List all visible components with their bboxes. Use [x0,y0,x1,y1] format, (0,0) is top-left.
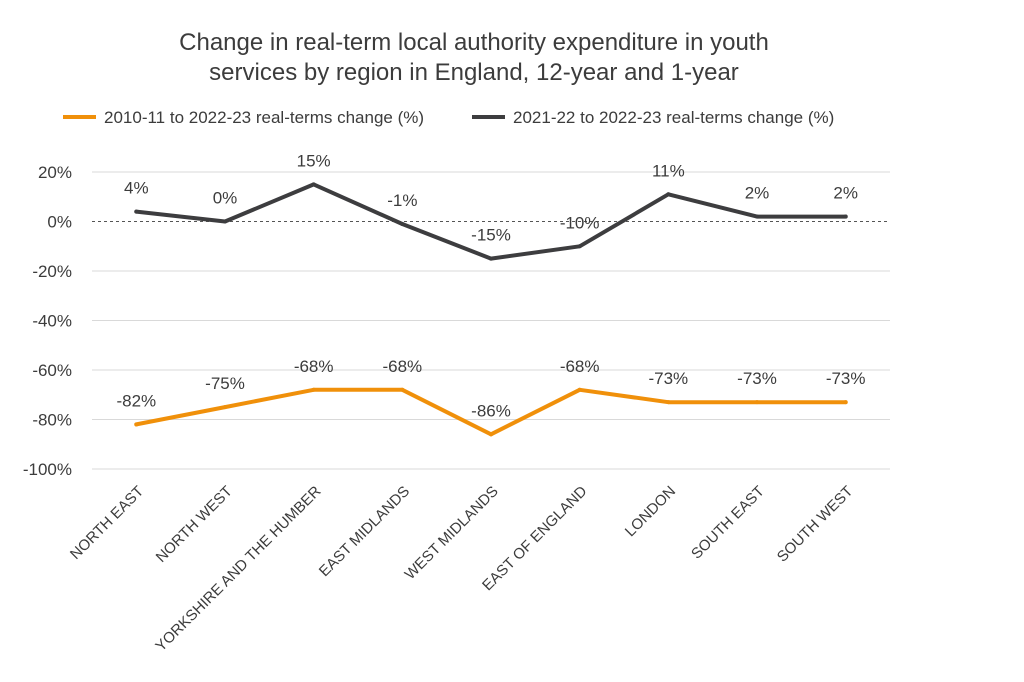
chart-title-line-2: services by region in England, 12-year a… [209,59,739,86]
y-axis: 20% 0% -20% -40% -60% -80% -100% [23,163,72,479]
data-label: -73% [648,369,688,388]
x-tick-label: EAST MIDLANDS [316,483,413,580]
data-label: 15% [297,151,331,170]
data-point [843,214,848,219]
data-point [489,432,493,437]
x-tick-label: NORTH WEST [153,483,236,566]
data-point [223,405,227,410]
data-point [577,387,582,392]
y-tick-label: -20% [32,262,72,281]
data-label: -73% [826,369,866,388]
data-label: -73% [737,369,777,388]
x-tick-label: WEST MIDLANDS [402,483,502,583]
data-label: -68% [560,357,600,376]
data-point [400,387,405,392]
data-point [400,221,405,226]
series-lines [134,182,848,437]
y-tick-label: -40% [32,312,72,331]
data-label: -68% [294,357,334,376]
x-tick-label: YORKSHIRE AND THE HUMBER [152,483,324,655]
x-tick-label: SOUTH WEST [774,483,857,566]
data-label: 4% [124,179,149,198]
data-label: -68% [382,357,422,376]
data-labels: -82% -75% -68% -68% -86% -68% -73% -73% -73% 4% 0%… [116,151,865,420]
data-point [843,400,848,405]
data-point [666,400,671,405]
data-label: 0% [213,189,238,208]
y-tick-label: 0% [47,213,72,232]
legend-label-series-1: 2010-11 to 2022-23 real-terms change (%) [104,108,424,127]
data-point [577,244,582,249]
data-label: 11% [652,161,685,180]
data-point [134,422,139,427]
data-label: -82% [116,391,156,410]
y-tick-label: 20% [38,163,72,182]
y-tick-label: -100% [23,460,72,479]
data-point [755,214,759,219]
x-tick-label: SOUTH EAST [688,483,768,563]
chart-title-line-1: Change in real-term local authority expe… [179,29,769,56]
data-label: -15% [471,226,511,245]
legend-label-series-2: 2021-22 to 2022-23 real-terms change (%) [513,108,834,127]
data-point [223,219,227,224]
data-point [666,192,671,197]
legend: 2010-11 to 2022-23 real-terms change (%)… [63,108,834,127]
data-label: -1% [387,191,417,210]
data-point [134,209,139,214]
data-point [311,182,316,187]
data-point [755,400,759,405]
data-label: 2% [833,184,858,203]
x-tick-label: NORTH EAST [67,483,147,563]
x-tick-label: LONDON [622,483,679,540]
data-label: -10% [560,213,600,232]
data-label: -75% [205,374,245,393]
y-tick-label: -60% [32,361,72,380]
data-point [311,387,316,392]
data-label: 2% [745,184,770,203]
data-label: -86% [471,401,511,420]
y-tick-label: -80% [32,411,72,430]
data-point [489,256,493,261]
